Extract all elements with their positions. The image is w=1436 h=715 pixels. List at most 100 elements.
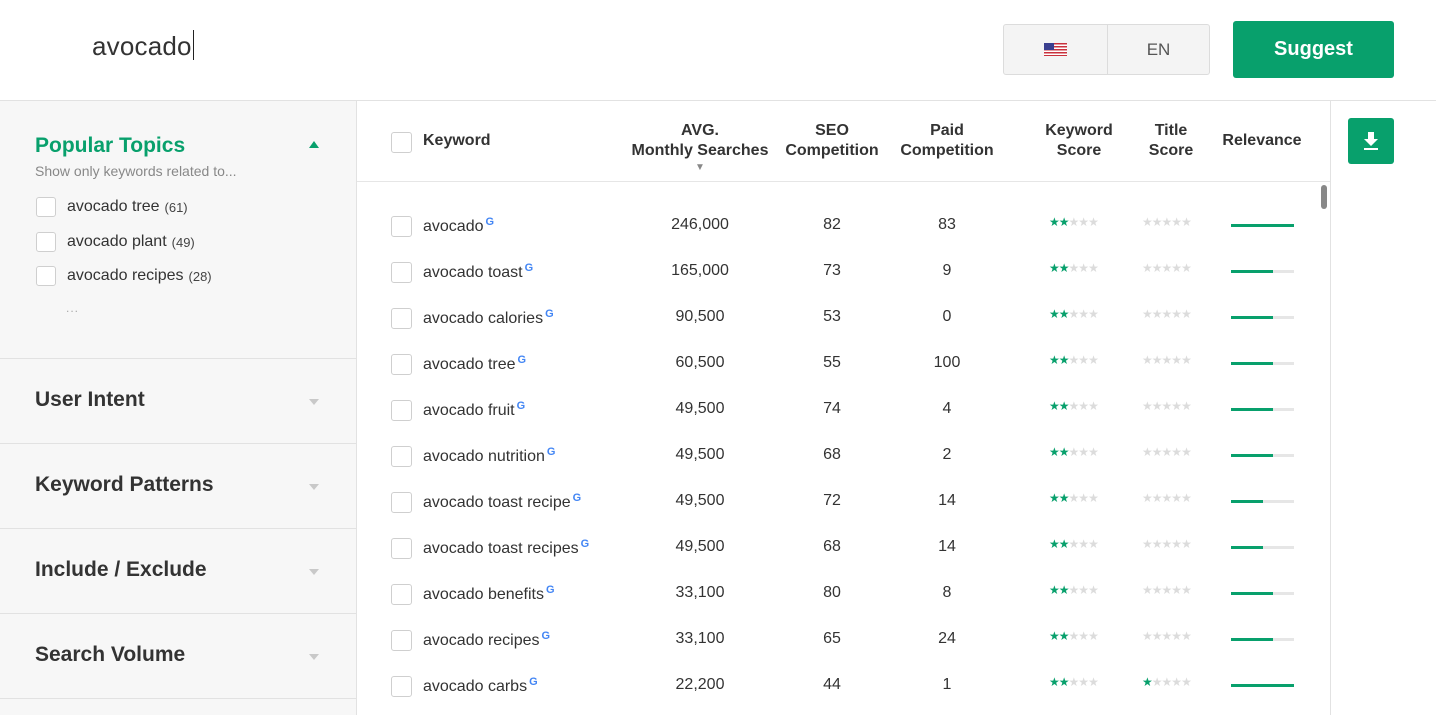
table-row[interactable]: avocado toast G 165,000 73 9 ★★★★★ ★★★★★	[357, 247, 1317, 293]
keyword-cell[interactable]: avocado nutrition G	[423, 446, 555, 466]
suggest-button[interactable]: Suggest	[1233, 21, 1394, 78]
language-selector-button[interactable]: EN	[1146, 39, 1171, 59]
star-icon: ★	[1068, 583, 1080, 597]
select-all-checkbox[interactable]	[391, 132, 412, 153]
row-checkbox[interactable]	[391, 400, 412, 421]
row-checkbox[interactable]	[391, 216, 412, 237]
table-row[interactable]: avocado toast recipes G 49,500 68 14 ★★★★★ ★★★…	[357, 523, 1317, 569]
table-row[interactable]: avocado calories G 90,500 53 0 ★★★★★ ★★★★★	[357, 293, 1317, 339]
keyword-patterns-section[interactable]: Keyword Patterns	[0, 444, 356, 529]
header-seo-competition[interactable]: SEO Competition	[772, 121, 892, 161]
chevron-up-icon[interactable]	[309, 141, 319, 148]
google-search-icon[interactable]: G	[524, 262, 534, 274]
row-checkbox[interactable]	[391, 630, 412, 651]
table-row[interactable]: avocado carbs G 22,200 44 1 ★★★★★ ★★★★★	[357, 661, 1317, 707]
seo-competition-cell: 72	[823, 492, 841, 509]
header-monthly-searches[interactable]: AVG. Monthly Searches ▼	[620, 121, 780, 175]
table-row[interactable]: avocado fruit G 49,500 74 4 ★★★★★ ★★★★★	[357, 385, 1317, 431]
header-keyword[interactable]: Keyword	[423, 132, 491, 149]
star-icon: ★	[1049, 675, 1060, 689]
header-title-score[interactable]: Title Score	[1131, 121, 1211, 161]
topic-item-avocado-recipes[interactable]: avocado recipes (28)	[36, 266, 212, 286]
row-checkbox[interactable]	[391, 446, 412, 467]
paid-competition-cell: 14	[938, 538, 956, 555]
keyword-cell[interactable]: avocado recipes G	[423, 630, 550, 650]
topic-checkbox[interactable]	[36, 266, 56, 286]
keyword-cell[interactable]: avocado toast recipe G	[423, 492, 581, 512]
table-row[interactable]: avocado G 246,000 82 83 ★★★★★ ★★★★★	[357, 201, 1317, 247]
popular-topics-title[interactable]: Popular Topics	[35, 134, 186, 157]
download-button[interactable]	[1348, 118, 1394, 164]
search-volume-section[interactable]: Search Volume	[0, 614, 356, 699]
relevance-bar	[1231, 224, 1294, 227]
star-icon: ★	[1151, 215, 1163, 229]
topic-checkbox[interactable]	[36, 197, 56, 217]
google-search-icon[interactable]: G	[580, 538, 590, 550]
keyword-score-stars: ★★★★★	[1049, 629, 1099, 643]
topic-item-avocado-plant[interactable]: avocado plant (49)	[36, 232, 195, 252]
row-checkbox[interactable]	[391, 308, 412, 329]
section-title: Keyword Patterns	[35, 473, 214, 496]
google-search-icon[interactable]: G	[545, 308, 554, 320]
keyword-cell[interactable]: avocado carbs G	[423, 676, 538, 696]
header-keyword-score[interactable]: Keyword Score	[1029, 121, 1129, 161]
keyword-text: avocado recipes	[423, 632, 540, 649]
keyword-cell[interactable]: avocado toast recipes G	[423, 538, 589, 558]
keyword-score-stars: ★★★★★	[1049, 353, 1099, 367]
search-input[interactable]: avocado	[92, 30, 194, 62]
include-exclude-section[interactable]: Include / Exclude	[0, 529, 356, 614]
section-title: User Intent	[35, 388, 145, 411]
keyword-cell[interactable]: avocado fruit G	[423, 400, 525, 420]
keyword-cell[interactable]: avocado tree G	[423, 354, 526, 374]
topic-checkbox[interactable]	[36, 232, 56, 252]
topic-label: avocado plant	[67, 233, 167, 250]
star-icon: ★	[1078, 353, 1089, 367]
table-row[interactable]: avocado toast recipe G 49,500 72 14 ★★★★★ ★★★★…	[357, 477, 1317, 523]
country-selector-button[interactable]	[1004, 25, 1108, 74]
star-icon: ★	[1142, 629, 1153, 643]
row-checkbox[interactable]	[391, 262, 412, 283]
keyword-cell[interactable]: avocado benefits G	[423, 584, 555, 604]
keyword-score-stars: ★★★★★	[1049, 491, 1099, 505]
google-search-icon[interactable]: G	[545, 584, 555, 596]
row-checkbox[interactable]	[391, 492, 412, 513]
user-intent-section[interactable]: User Intent	[0, 359, 356, 444]
row-checkbox[interactable]	[391, 584, 412, 605]
star-icon: ★	[1181, 629, 1192, 643]
header-paid-line2: Competition	[900, 142, 994, 159]
filter-sidebar: Popular Topics Show only keywords relate…	[0, 101, 357, 715]
topic-item-avocado-tree[interactable]: avocado tree (61)	[36, 197, 188, 217]
locale-selector: EN	[1003, 24, 1210, 75]
header-paid-competition[interactable]: Paid Competition	[887, 121, 1007, 161]
header-relevance[interactable]: Relevance	[1222, 132, 1302, 149]
row-checkbox[interactable]	[391, 538, 412, 559]
keyword-cell[interactable]: avocado toast G	[423, 262, 533, 282]
search-query[interactable]: avocado	[92, 31, 192, 61]
table-row[interactable]: avocado benefits G 33,100 80 8 ★★★★★ ★★★★★	[357, 569, 1317, 615]
show-more-topics[interactable]: ...	[66, 301, 80, 315]
star-icon: ★	[1171, 261, 1182, 275]
table-row[interactable]: avocado recipes G 33,100 65 24 ★★★★★ ★★★★★	[357, 615, 1317, 661]
paid-competition-cell: 83	[938, 216, 956, 233]
keyword-cell[interactable]: avocado calories G	[423, 308, 554, 328]
google-search-icon[interactable]: G	[572, 492, 582, 504]
table-row[interactable]: avocado nutrition G 49,500 68 2 ★★★★★ ★★★★★	[357, 431, 1317, 477]
google-search-icon[interactable]: G	[485, 216, 495, 228]
google-search-icon[interactable]: G	[517, 354, 527, 366]
keyword-cell[interactable]: avocado G	[423, 216, 494, 236]
google-search-icon[interactable]: G	[529, 676, 538, 688]
row-checkbox[interactable]	[391, 676, 412, 697]
google-search-icon[interactable]: G	[546, 446, 556, 458]
table-row[interactable]: avocado tree G 60,500 55 100 ★★★★★ ★★★★★	[357, 339, 1317, 385]
row-checkbox[interactable]	[391, 354, 412, 375]
keyword-score-stars: ★★★★★	[1049, 215, 1099, 229]
chevron-down-icon	[309, 569, 319, 575]
relevance-bar	[1231, 638, 1294, 641]
google-search-icon[interactable]: G	[541, 630, 551, 642]
google-search-icon[interactable]: G	[516, 400, 526, 412]
scrollbar-thumb[interactable]	[1321, 185, 1327, 209]
star-icon: ★	[1058, 353, 1070, 367]
star-icon: ★	[1058, 445, 1070, 459]
paid-competition-cell: 14	[938, 492, 956, 509]
monthly-searches-cell: 49,500	[675, 492, 725, 509]
